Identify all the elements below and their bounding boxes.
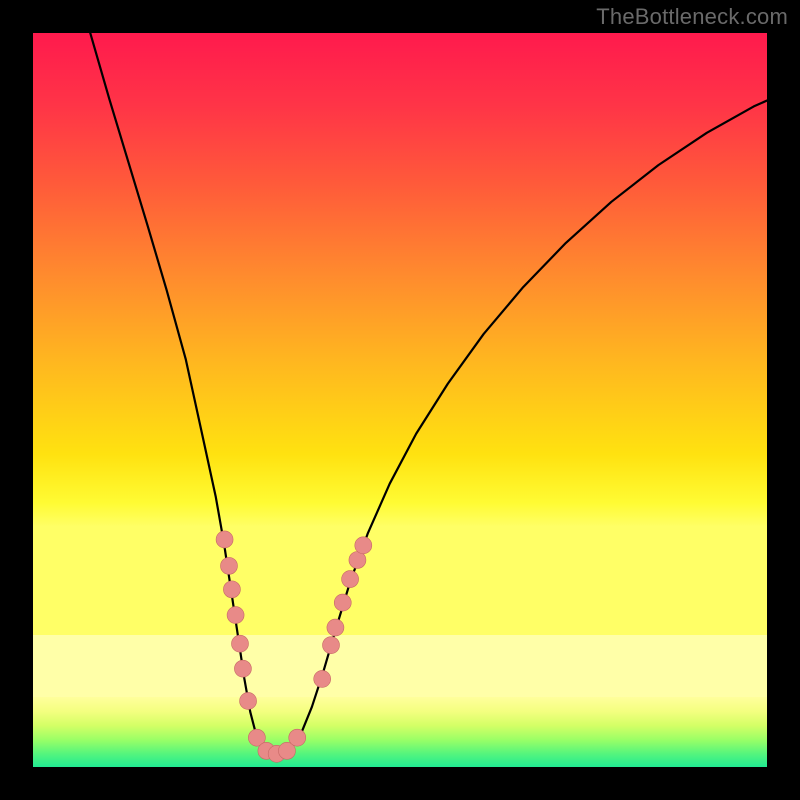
data-marker bbox=[289, 729, 306, 746]
data-marker bbox=[342, 571, 359, 588]
curve-left bbox=[90, 33, 277, 754]
data-marker bbox=[234, 660, 251, 677]
data-marker bbox=[220, 557, 237, 574]
marker-group bbox=[216, 531, 372, 762]
data-marker bbox=[334, 594, 351, 611]
data-marker bbox=[355, 537, 372, 554]
curve-right bbox=[277, 101, 767, 754]
data-marker bbox=[227, 607, 244, 624]
data-marker bbox=[231, 635, 248, 652]
chart-frame: TheBottleneck.com bbox=[0, 0, 800, 800]
watermark-text: TheBottleneck.com bbox=[596, 4, 788, 30]
curve-svg bbox=[33, 33, 767, 767]
plot-area bbox=[33, 33, 767, 767]
data-marker bbox=[327, 619, 344, 636]
data-marker bbox=[216, 531, 233, 548]
data-marker bbox=[240, 692, 257, 709]
data-marker bbox=[323, 637, 340, 654]
data-marker bbox=[314, 670, 331, 687]
data-marker bbox=[223, 581, 240, 598]
